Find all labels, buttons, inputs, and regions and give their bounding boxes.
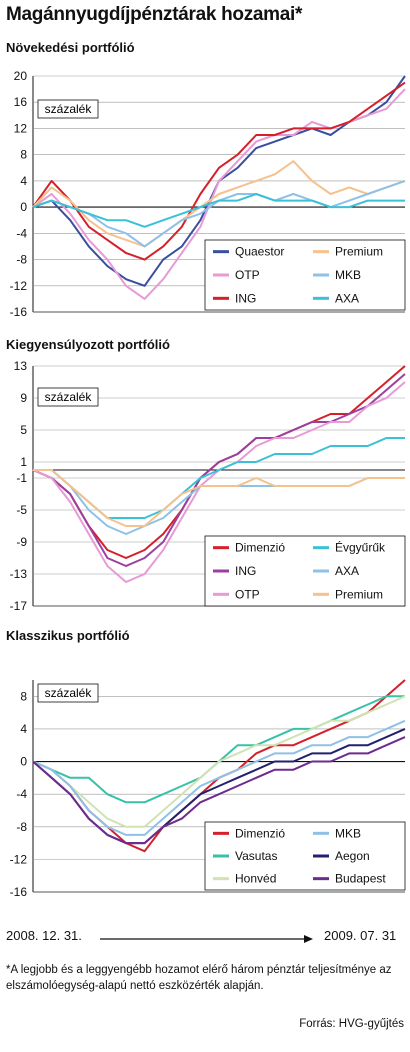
source-note: Forrás: HVG-gyűjtés [299, 1018, 404, 1030]
series-line-premium [32, 160, 406, 248]
y-tick-label: 8 [20, 689, 27, 703]
series-line-ing [32, 373, 406, 567]
y-tick-label: 4 [20, 174, 27, 188]
legend-box [204, 821, 406, 891]
y-tick-label: -16 [10, 885, 28, 899]
y-tick-label: -4 [16, 787, 27, 801]
legend-label: Dimenzió [235, 541, 285, 555]
legend-label: Dimenzió [235, 826, 285, 840]
y-tick-label: -16 [10, 305, 28, 319]
legend-label: ING [235, 564, 256, 578]
y-tick-label: -17 [10, 599, 28, 613]
y-tick-label: 0 [20, 755, 27, 769]
y-tick-label: 5 [20, 423, 27, 437]
footnote: *A legjobb és a leggyengébb hozamot elér… [6, 964, 392, 992]
timeline: 2008. 12. 31. 2009. 07. 31 [0, 928, 410, 950]
y-tick-label: 16 [14, 95, 28, 109]
legend-label: AXA [335, 291, 359, 305]
legend-label: Vasutas [235, 849, 277, 863]
unit-label: százalék [45, 102, 93, 116]
series-line-premium [33, 469, 405, 527]
y-tick-label: -12 [10, 279, 28, 293]
y-tick-label: -8 [16, 820, 27, 834]
unit-label: százalék [45, 390, 93, 404]
y-tick-label: -13 [10, 567, 28, 581]
legend-label: OTP [235, 587, 260, 601]
legend-box [204, 535, 406, 607]
panel-title-classic: Klasszikus portfólió [6, 628, 130, 643]
y-tick-label: -5 [16, 503, 27, 517]
chart-growth: 20 16 12 8 4 0 -4 -8 -12 -16 százalék Quaestor OTP IN… [10, 69, 406, 319]
panel-title-growth: Növekedési portfólió [6, 40, 135, 55]
y-tick-label: 13 [14, 359, 28, 373]
series-line-mkb [32, 719, 406, 836]
chart-classic: 8 4 0 -4 -8 -12 -16 százalék Dimenzió Vasutas Honv… [10, 679, 406, 899]
y-tick-label: -12 [10, 852, 28, 866]
series-line-ing [32, 81, 406, 261]
timeline-arrow [100, 935, 313, 943]
legend-label: Premium [335, 587, 383, 601]
legend-label: Aegon [335, 849, 370, 863]
legend-label: MKB [335, 268, 361, 282]
unit-box [37, 387, 99, 407]
date-end: 2009. 07. 31 [324, 928, 397, 943]
series-line-axa [32, 193, 405, 228]
unit-label: százalék [45, 686, 93, 700]
y-tick-label: 1 [20, 455, 27, 469]
y-tick-label: 0 [20, 200, 27, 214]
y-tick-label: 20 [14, 69, 28, 83]
legend-label: OTP [235, 268, 260, 282]
y-tick-label: 9 [20, 391, 27, 405]
legend-label: Quaestor [235, 245, 284, 259]
y-tick-label: 4 [20, 722, 27, 736]
legend-label: ING [235, 291, 256, 305]
unit-box [37, 99, 99, 119]
chart-balanced: 13 9 5 1 -1 -5 -9 -13 -17 százalék Dimenzió ING OTP É… [10, 359, 406, 613]
legend-label: Honvéd [235, 872, 276, 886]
legend-label: Premium [335, 245, 383, 259]
legend-label: Évgyűrűk [335, 540, 386, 555]
y-tick-label: -8 [16, 253, 27, 267]
legend-label: MKB [335, 826, 361, 840]
y-tick-label: 8 [20, 148, 27, 162]
legend-label: Budapest [335, 872, 386, 886]
date-start: 2008. 12. 31. [6, 928, 82, 943]
legend-box [204, 239, 406, 311]
page-title: Magánnyugdíjpénztárak hozamai* [6, 4, 303, 25]
legend-label: AXA [335, 564, 359, 578]
y-tick-label: -9 [16, 535, 27, 549]
y-tick-label: -4 [16, 226, 27, 240]
unit-box [37, 683, 99, 703]
series-line-budapest [32, 736, 406, 845]
panel-title-balanced: Kiegyensúlyozott portfólió [6, 337, 170, 352]
series-line-honvéd [32, 695, 406, 828]
y-tick-label: -1 [16, 471, 27, 485]
y-tick-label: 12 [14, 121, 28, 135]
